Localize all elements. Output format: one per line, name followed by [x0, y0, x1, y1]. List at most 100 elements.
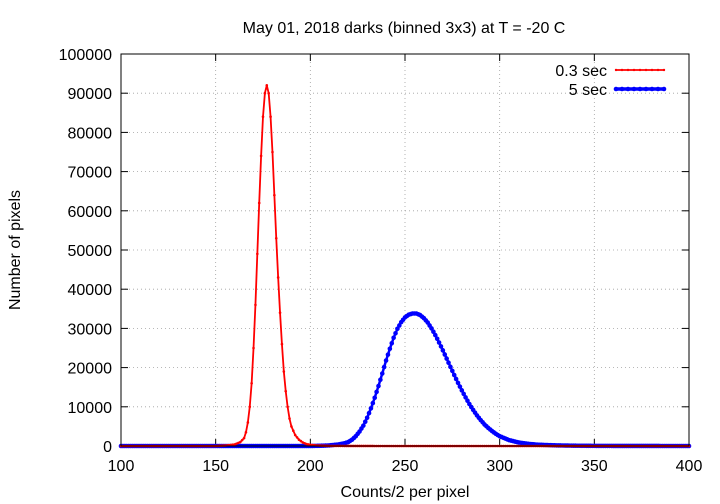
data-point [246, 421, 250, 424]
legend-marker [662, 68, 666, 72]
x-axis-label: Counts/2 per pixel [341, 484, 470, 501]
legend-marker [637, 86, 643, 92]
data-point [259, 154, 263, 158]
legend-marker [655, 86, 661, 92]
data-point [395, 326, 400, 332]
data-point [455, 380, 461, 386]
data-point [280, 342, 284, 346]
data-point [391, 335, 396, 341]
data-point [293, 433, 297, 437]
data-point [252, 346, 255, 350]
data-point [284, 389, 288, 393]
data-point [393, 331, 398, 336]
y-tick-label: 70000 [68, 165, 113, 182]
data-point [463, 395, 468, 400]
y-tick-label: 50000 [68, 243, 113, 260]
data-point [459, 388, 465, 393]
legend-item: 5 sec [569, 82, 667, 99]
x-tick-label: 400 [676, 458, 703, 475]
data-point [440, 348, 446, 353]
data-point [370, 400, 376, 406]
x-tick-label: 200 [297, 458, 324, 475]
data-point [432, 332, 438, 338]
legend: 0.3 sec 5 sec [555, 63, 667, 99]
data-point [273, 193, 276, 197]
x-tick-label: 150 [202, 458, 229, 475]
plot-frame [120, 53, 690, 447]
chart-title: May 01, 2018 darks (binned 3x3) at T = -… [243, 20, 566, 37]
x-tick-label: 100 [108, 458, 135, 475]
legend-marker [626, 68, 630, 72]
data-point [269, 115, 272, 119]
data-point [457, 384, 463, 389]
data-point [295, 436, 299, 439]
legend-marker [650, 68, 654, 72]
data-point [299, 439, 303, 443]
data-point [362, 419, 368, 424]
series-5-sec [118, 311, 692, 449]
legend-marker [619, 86, 625, 92]
y-tick-label: 40000 [68, 282, 113, 299]
data-point [372, 395, 378, 401]
x-tick-label: 250 [392, 458, 419, 475]
data-point [381, 364, 387, 370]
y-tick-label: 30000 [68, 321, 113, 338]
data-point [442, 352, 448, 357]
gridlines [121, 54, 689, 446]
legend-marker [656, 68, 660, 72]
y-tick-label: 80000 [68, 125, 113, 142]
legend-label: 5 sec [569, 82, 607, 99]
data-point [366, 410, 372, 416]
legend-marker [649, 86, 655, 92]
data-point [276, 276, 280, 279]
legend-marker [644, 68, 648, 72]
data-point [378, 377, 383, 383]
y-axis-label: Number of pixels [7, 190, 24, 310]
data-point [271, 150, 274, 154]
data-point [385, 352, 391, 357]
y-tick-label: 100000 [59, 47, 112, 64]
data-point [250, 381, 253, 385]
data-point [451, 372, 457, 378]
legend-marker [643, 86, 649, 92]
x-tick-label: 300 [486, 458, 513, 475]
data-point [374, 389, 379, 395]
data-point [261, 115, 265, 119]
data-point [288, 417, 291, 420]
data-point [309, 443, 312, 447]
y-tick-label: 60000 [68, 204, 113, 221]
data-point [297, 438, 301, 442]
legend-marker [661, 86, 667, 92]
data-point [368, 406, 374, 411]
data-point [257, 201, 261, 205]
legend-marker [614, 68, 618, 72]
data-point [438, 344, 444, 349]
data-point [290, 425, 293, 428]
x-tick-label: 350 [581, 458, 608, 475]
legend-marker [631, 86, 637, 92]
data-point [364, 415, 370, 421]
data-point [256, 252, 259, 256]
data-point [286, 405, 289, 409]
data-point [238, 440, 242, 444]
data-point [465, 398, 470, 404]
axis-ticks: 0 10000 20000 30000 40000 50000 60000 70000 8000… [59, 47, 703, 475]
data-point [387, 346, 393, 352]
legend-item: 0.3 sec [555, 63, 666, 80]
data-point [397, 323, 402, 328]
data-point [446, 360, 451, 366]
data-point [431, 329, 436, 335]
legend-marker [625, 86, 631, 92]
data-point [278, 311, 282, 315]
series-line [121, 85, 689, 447]
legend-marker [620, 68, 624, 72]
data-point [448, 364, 453, 370]
y-tick-label: 10000 [68, 400, 113, 417]
data-point [436, 340, 442, 345]
data-point [267, 91, 270, 95]
legend-marker [613, 86, 619, 92]
data-point [429, 326, 434, 331]
data-point [265, 84, 269, 87]
y-tick-label: 0 [103, 439, 112, 456]
legend-marker [638, 68, 642, 72]
